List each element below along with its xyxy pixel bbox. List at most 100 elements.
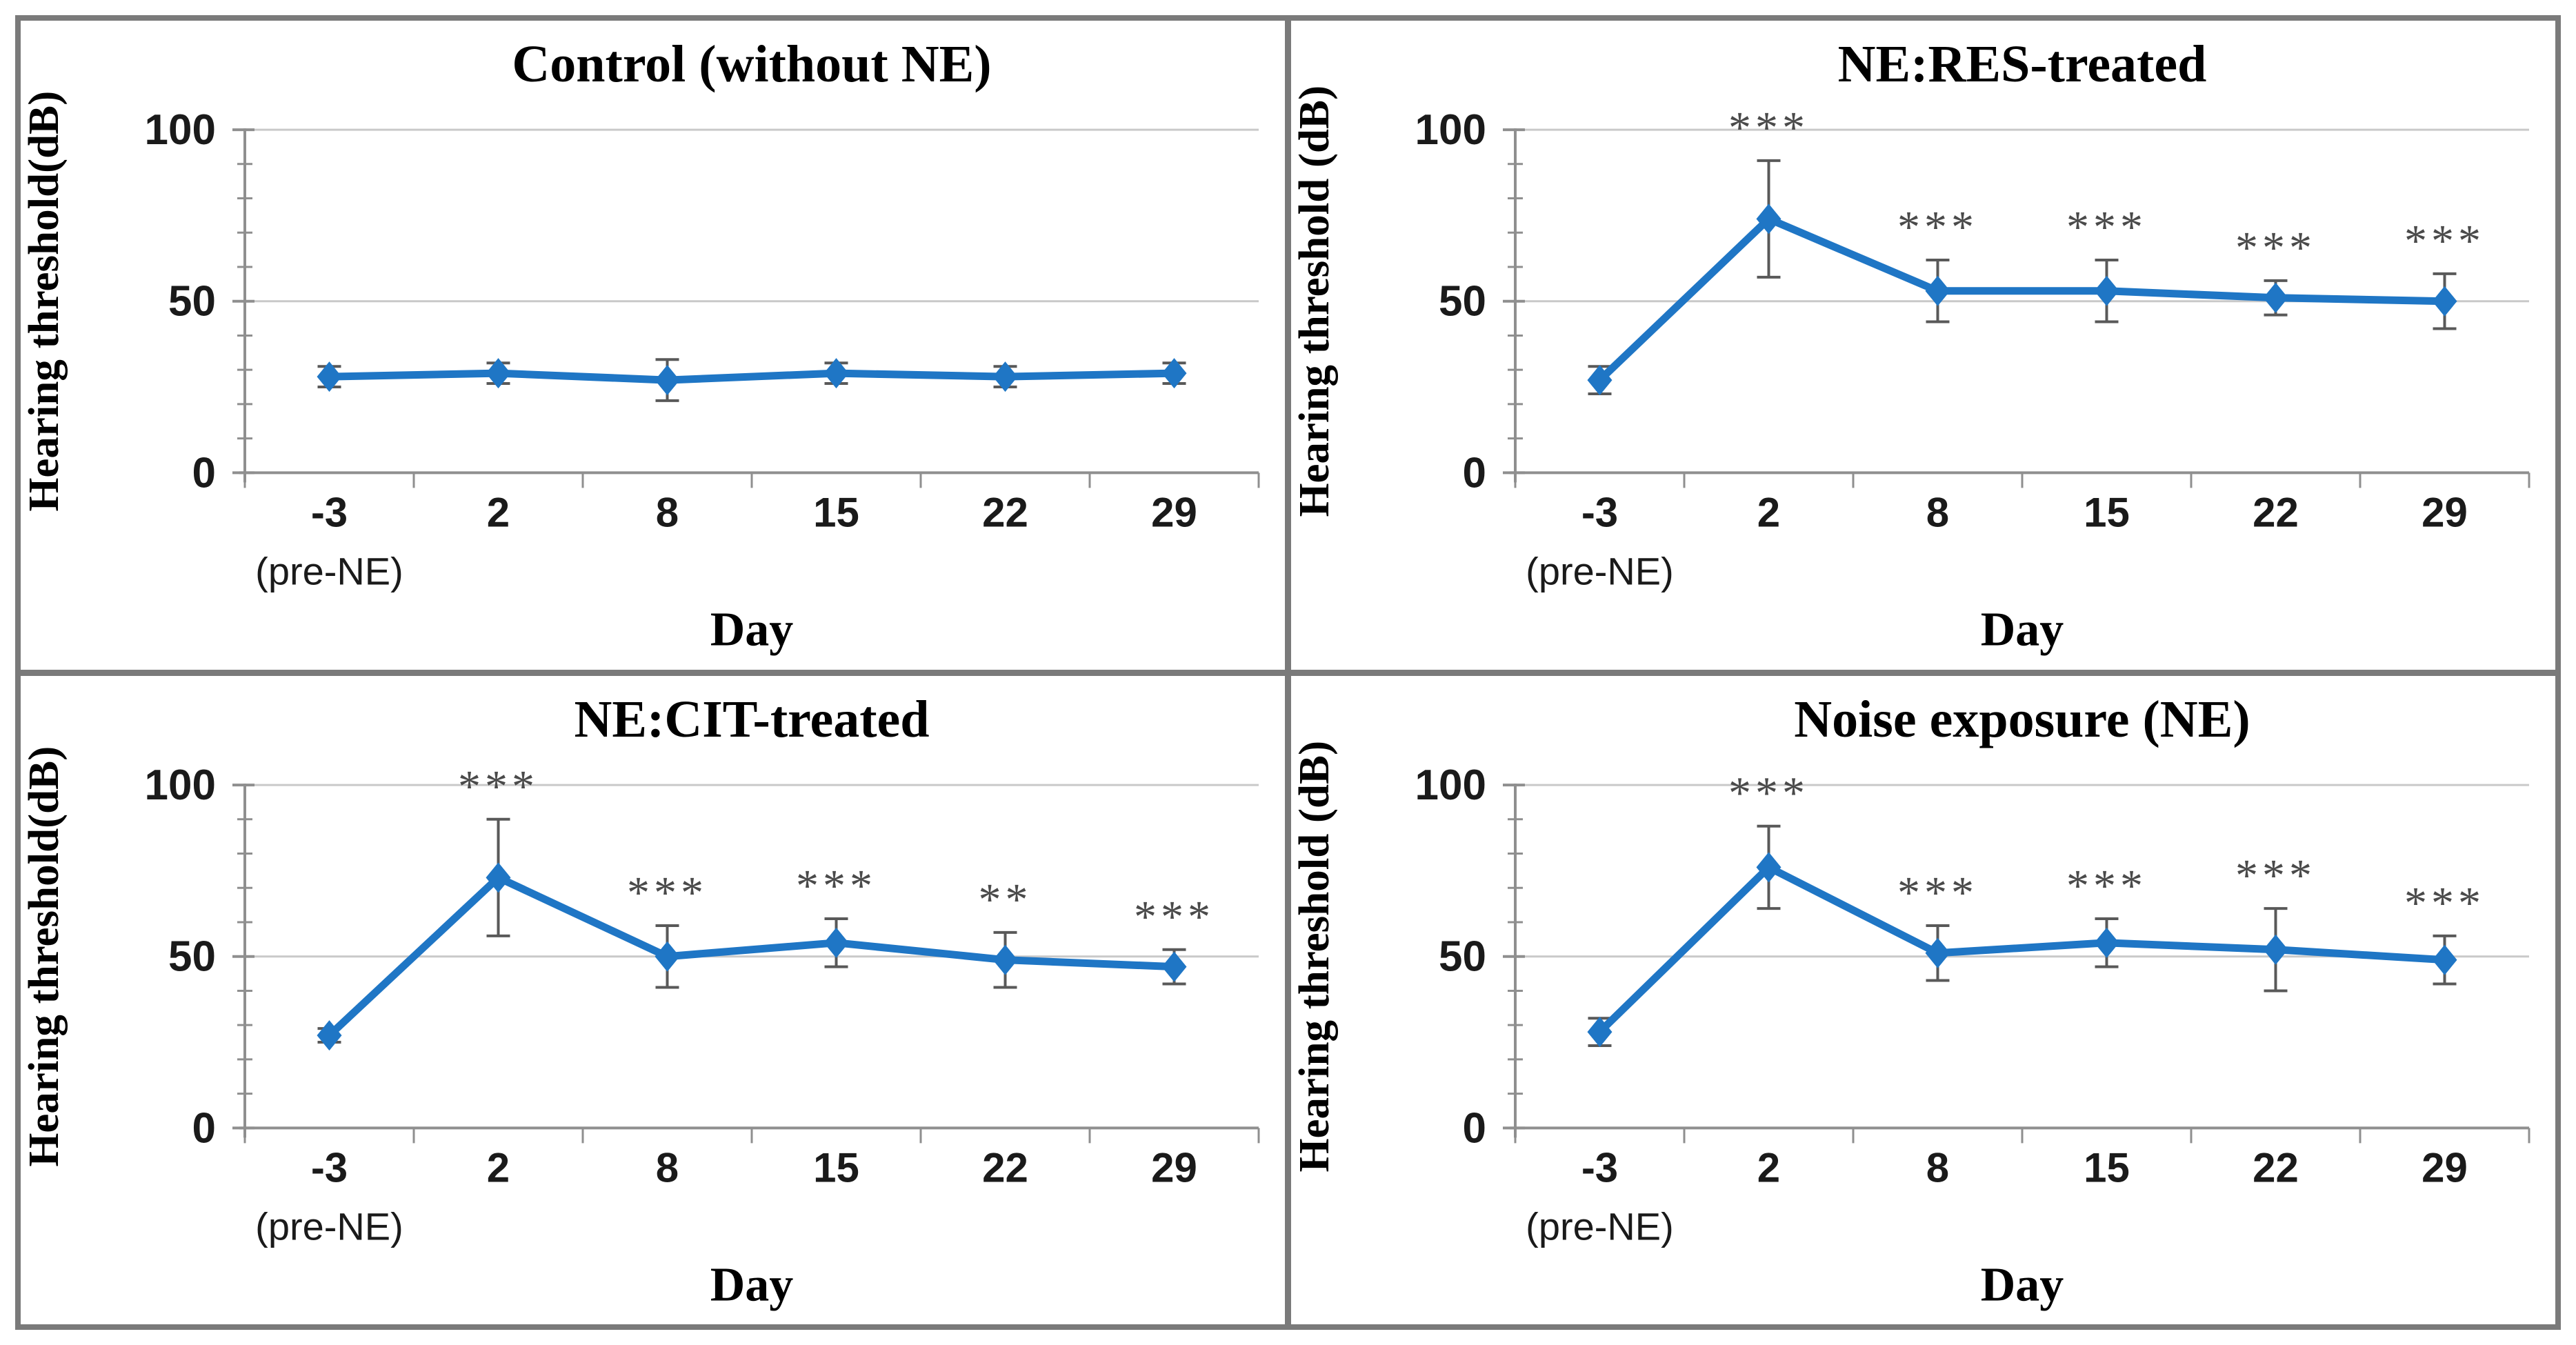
y-tick-label: 100	[1415, 106, 1486, 154]
series-line	[1596, 215, 2448, 384]
significance-label: ***	[2404, 877, 2485, 928]
pre-ne-note: (pre-NE)	[1526, 549, 1674, 592]
chart-title: Control (without NE)	[512, 35, 991, 93]
data-point-marker	[992, 944, 1018, 975]
chart-ne-res-treated: 0 50 100 -3 2 8 15 22 29 (pre-NE) NE:RES-treated He…	[1291, 35, 2530, 656]
y-tick-label: 50	[1439, 933, 1486, 980]
series-line	[326, 873, 1178, 1039]
data-point-marker	[1587, 365, 1613, 396]
x-tick-label: 15	[813, 489, 859, 535]
pre-ne-note: (pre-NE)	[1526, 1204, 1674, 1248]
series-line	[326, 369, 1178, 384]
significance-label: ***	[2066, 202, 2147, 252]
significance-label: ***	[2066, 860, 2147, 910]
x-tick-label: 29	[1151, 489, 1197, 535]
significance-label: ***	[1728, 768, 1809, 818]
data-point-marker	[2094, 927, 2119, 958]
chart-control: 0 50 100 -3 2 8 15 22 29 (pre-NE) Control (without…	[21, 35, 1260, 656]
series-line	[1596, 863, 2448, 1036]
x-tick-label: 15	[813, 1144, 859, 1190]
data-point-marker	[2432, 286, 2457, 317]
data-point-marker	[1161, 358, 1187, 389]
data-point-marker	[655, 941, 680, 972]
data-point-marker	[486, 358, 511, 389]
data-point-marker	[1925, 937, 1950, 968]
significance-label: ***	[1134, 891, 1215, 942]
panel-ne-res-treated: 0 50 100 -3 2 8 15 22 29 (pre-NE) NE:RES-treated He…	[1291, 21, 2555, 670]
significance-label: ***	[2235, 850, 2316, 901]
data-point-marker	[486, 861, 511, 893]
data-point-marker	[2263, 934, 2288, 965]
y-axis-title: Hearing threshold(dB)	[21, 91, 68, 512]
y-tick-label: 50	[168, 933, 216, 980]
panel-noise-exposure: 0 50 100 -3 2 8 15 22 29 (pre-NE) Noise exposure (…	[1291, 675, 2555, 1324]
data-point-marker	[2432, 944, 2457, 975]
pre-ne-note: (pre-NE)	[255, 1204, 403, 1248]
significance-label: **	[979, 874, 1032, 924]
y-tick-label: 0	[192, 449, 216, 497]
x-tick-label: 22	[982, 489, 1028, 535]
significance-label: ***	[796, 860, 877, 910]
x-tick-label: 29	[2422, 489, 2468, 535]
x-tick-label: 22	[2253, 1144, 2299, 1190]
y-tick-label: 50	[168, 278, 216, 326]
x-tick-label: 15	[2084, 489, 2130, 535]
x-tick-label: 15	[2084, 1144, 2130, 1190]
data-point-marker	[1756, 851, 1781, 882]
x-axis-title: Day	[1981, 603, 2064, 656]
figure-grid: 0 50 100 -3 2 8 15 22 29 (pre-NE) Control (without…	[15, 15, 2561, 1330]
x-tick-label: 29	[2422, 1144, 2468, 1190]
x-tick-label: -3	[311, 1144, 348, 1190]
y-tick-label: 50	[1439, 278, 1486, 326]
significance-label: ***	[1897, 867, 1978, 917]
data-point-marker	[823, 358, 849, 389]
panel-ne-cit-treated: 0 50 100 -3 2 8 15 22 29 (pre-NE) NE:CIT-treated He…	[21, 675, 1285, 1324]
significance-label: ***	[2235, 223, 2316, 273]
x-tick-label: 8	[656, 1144, 679, 1190]
y-tick-label: 0	[1463, 449, 1486, 497]
chart-noise-exposure: 0 50 100 -3 2 8 15 22 29 (pre-NE) Noise exposure (…	[1291, 690, 2530, 1311]
x-axis-title: Day	[710, 1258, 794, 1311]
significance-label: ***	[1728, 103, 1809, 153]
x-tick-label: -3	[311, 489, 348, 535]
y-tick-label: 100	[1415, 761, 1486, 809]
data-point-marker	[317, 361, 342, 392]
significance-label: ***	[458, 761, 539, 811]
y-axis-title: Hearing threshold (dB)	[1291, 86, 1338, 517]
x-tick-label: -3	[1581, 489, 1618, 535]
data-point-marker	[2094, 275, 2119, 306]
x-tick-label: 2	[1757, 489, 1780, 535]
pre-ne-note: (pre-NE)	[255, 549, 403, 592]
y-axis-title: Hearing threshold(dB)	[21, 746, 68, 1166]
data-point-marker	[317, 1019, 342, 1050]
x-tick-label: 22	[2253, 489, 2299, 535]
data-point-marker	[1587, 1016, 1613, 1047]
y-tick-label: 0	[192, 1104, 216, 1152]
y-tick-label: 100	[145, 106, 216, 154]
chart-title: NE:RES-treated	[1838, 35, 2207, 93]
chart-title: NE:CIT-treated	[574, 690, 929, 748]
significance-label: ***	[2404, 216, 2485, 266]
data-point-marker	[1756, 203, 1781, 235]
x-tick-label: 2	[487, 1144, 510, 1190]
x-tick-label: -3	[1581, 1144, 1618, 1190]
x-tick-label: 2	[1757, 1144, 1780, 1190]
x-tick-label: 2	[487, 489, 510, 535]
x-tick-label: 29	[1151, 1144, 1197, 1190]
significance-label: ***	[627, 867, 708, 917]
x-tick-label: 8	[1926, 489, 1949, 535]
x-tick-label: 8	[1926, 1144, 1949, 1190]
significance-label: ***	[1897, 202, 1978, 252]
data-point-marker	[992, 361, 1018, 392]
data-point-marker	[1161, 951, 1187, 982]
x-axis-title: Day	[710, 603, 794, 656]
x-tick-label: 8	[656, 489, 679, 535]
chart-title: Noise exposure (NE)	[1794, 690, 2250, 748]
data-point-marker	[823, 927, 849, 958]
data-point-marker	[655, 365, 680, 396]
data-point-marker	[2263, 282, 2288, 313]
x-tick-label: 22	[982, 1144, 1028, 1190]
y-axis-title: Hearing threshold (dB)	[1291, 740, 1338, 1172]
x-axis-title: Day	[1981, 1258, 2064, 1311]
